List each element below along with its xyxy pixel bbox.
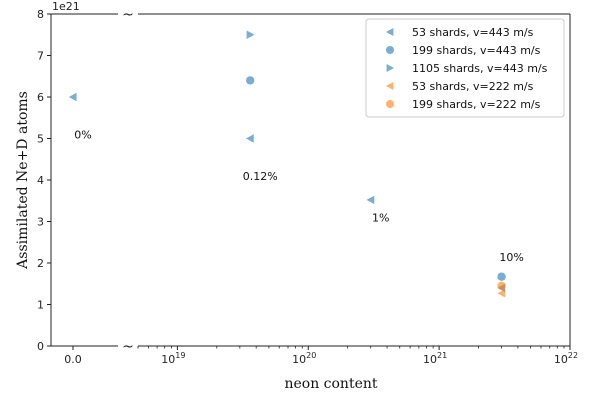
data-point-series-0: [245, 134, 254, 143]
data-point-series-1: [497, 272, 506, 281]
legend-label: 1105 shards, v=443 m/s: [412, 62, 548, 75]
axis-break-top: ~: [122, 7, 134, 23]
y-tick-label: 7: [37, 50, 44, 63]
legend-marker: [386, 64, 394, 72]
data-points: [68, 30, 506, 298]
x-tick-label: 1020: [292, 351, 316, 366]
axis-break-bottom: ~: [122, 339, 134, 355]
legend-marker: [386, 46, 394, 54]
y-tick-label: 1: [37, 299, 44, 312]
data-point-series-0: [68, 92, 77, 102]
data-point-series-1: [245, 76, 255, 85]
x-tick-label: 1021: [423, 351, 447, 366]
y-tick-label: 0: [37, 340, 44, 353]
legend-label: 199 shards, v=443 m/s: [412, 44, 541, 57]
legend-marker: [386, 28, 394, 36]
annotation-label: 0%: [74, 129, 91, 142]
legend-label: 199 shards, v=222 m/s: [412, 98, 541, 111]
y-tick-label: 3: [37, 216, 44, 229]
x-tick-label: 1019: [161, 351, 185, 366]
y-tick-label: 8: [37, 8, 44, 21]
y-axis-label: Assimilated Ne+D atoms: [15, 91, 31, 270]
legend: 53 shards, v=443 m/s 199 shards, v=443 m/…: [365, 18, 565, 118]
legend-label: 53 shards, v=443 m/s: [412, 26, 534, 39]
data-point-series-3: [497, 289, 506, 298]
y-tick-label: 4: [37, 174, 44, 187]
y-axis-multiplier: 1e21: [52, 0, 80, 13]
annotations: 0% 0.12% 1% 10%: [74, 129, 524, 264]
x-axis-label: neon content: [284, 376, 377, 392]
annotation-label: 1%: [372, 212, 389, 225]
y-tick-label: 2: [37, 257, 44, 270]
data-point-series-0: [366, 195, 375, 205]
annotation-label: 0.12%: [243, 170, 278, 183]
annotation-label: 10%: [499, 251, 523, 264]
axes-frame: ~~: [50, 7, 571, 355]
legend-marker: [386, 82, 394, 90]
x-tick-label: 1022: [554, 351, 578, 366]
data-point-series-4: [497, 281, 506, 291]
legend-marker: [386, 100, 394, 108]
y-tick-label: 6: [37, 91, 44, 104]
y-tick-label: 5: [37, 133, 44, 146]
data-point-series-2: [246, 30, 255, 39]
x-axis-ticks: 0.0 1019 1020 1021 1022: [64, 346, 578, 366]
legend-label: 53 shards, v=222 m/s: [412, 80, 534, 93]
x-tick-label: 0.0: [64, 353, 82, 366]
legend-box: [365, 18, 565, 118]
y-axis-ticks: 0 1 2 3 4 5 6 7 8: [37, 8, 51, 353]
